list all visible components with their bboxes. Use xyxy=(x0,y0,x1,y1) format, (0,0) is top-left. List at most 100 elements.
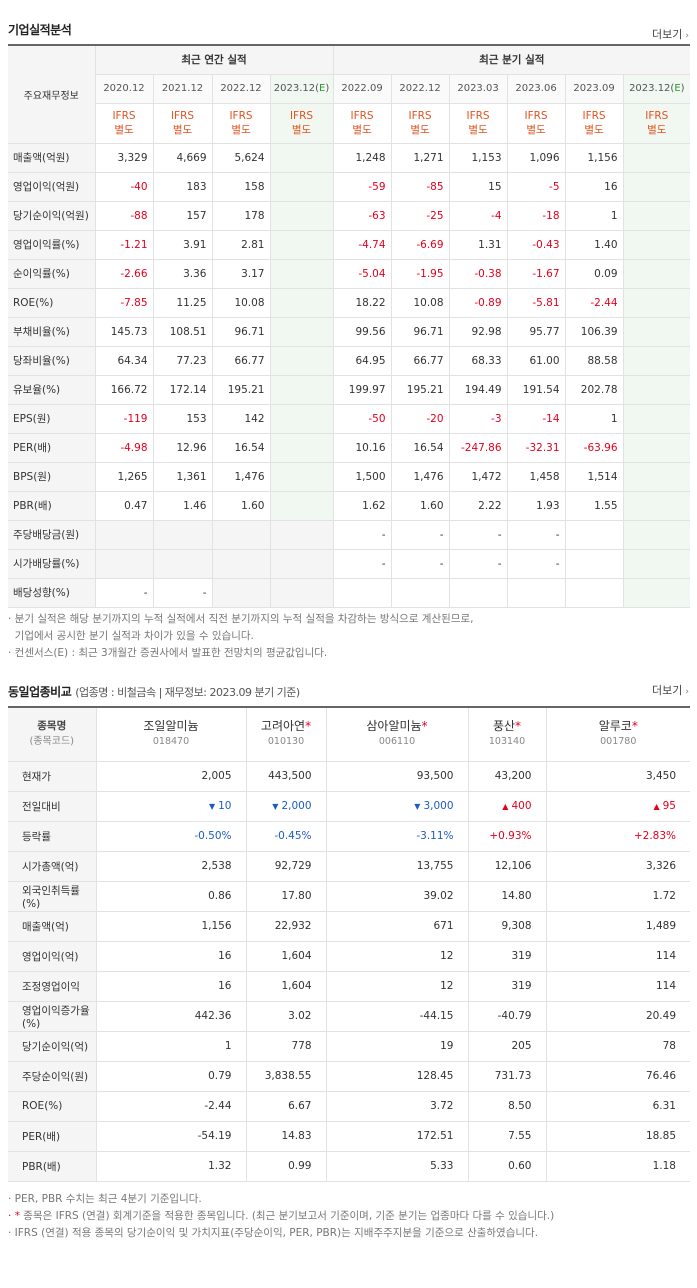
data-cell: 1,248 xyxy=(332,142,392,173)
data-cell xyxy=(622,577,691,608)
peer-table: 종목명 (종목코드) 조일알미늄 018470 고려아연* 010130 삼아알미늄* 006… xyxy=(8,706,690,1182)
ifrs-label: IFRS xyxy=(229,110,253,122)
data-cell xyxy=(332,577,392,608)
data-cell: -63.96 xyxy=(564,432,624,463)
data-cell: 1.32 xyxy=(95,1150,247,1182)
data-cell: 1,458 xyxy=(506,461,566,492)
data-cell: 12.96 xyxy=(152,432,213,463)
peer-subtitle: (업종명 : 비철금속 | 재무정보: 2023.09 분기 기준) xyxy=(75,686,300,699)
company-header[interactable]: 삼아알미늄* 006110 xyxy=(325,706,469,762)
company-header[interactable]: 고려아연* 010130 xyxy=(245,706,327,762)
change-value: 400 xyxy=(511,800,532,812)
data-cell xyxy=(94,548,154,579)
data-cell: 1.40 xyxy=(564,229,624,260)
performance-table: 주요재무정보 최근 연간 실적 최근 분기 실적 2020.12 2021.12 2… xyxy=(8,44,691,608)
data-cell: 76.46 xyxy=(545,1060,690,1092)
data-cell: 6.67 xyxy=(245,1090,327,1122)
data-cell: 10.08 xyxy=(211,287,271,318)
data-cell: -5.81 xyxy=(506,287,566,318)
data-cell: -0.43 xyxy=(506,229,566,260)
data-cell: 1,489 xyxy=(545,910,690,942)
company-name-wrap: 풍산* xyxy=(469,719,546,734)
data-cell: 99.56 xyxy=(332,316,392,347)
triangle-down-icon: ▼ xyxy=(414,802,421,811)
data-cell: 39.02 xyxy=(325,880,469,912)
data-cell: 1,096 xyxy=(506,142,566,173)
data-cell: 13,755 xyxy=(325,850,469,882)
more-link-peer[interactable]: 더보기 › xyxy=(652,682,689,698)
data-cell: +2.83% xyxy=(545,820,690,852)
period-header: 2022.12 xyxy=(211,73,271,104)
data-cell: 8.50 xyxy=(467,1090,547,1122)
data-cell: 0.79 xyxy=(95,1060,247,1092)
data-cell: ▲ 95 xyxy=(545,790,690,822)
data-cell: -5.04 xyxy=(332,258,392,289)
data-cell: -2.44 xyxy=(564,287,624,318)
company-code: 001780 xyxy=(600,736,637,748)
data-cell xyxy=(269,171,334,202)
data-cell: - xyxy=(506,548,566,579)
period-header: 2023.06 xyxy=(506,73,566,104)
data-cell: 1.93 xyxy=(506,490,566,521)
data-cell xyxy=(622,316,691,347)
data-cell xyxy=(622,287,691,318)
period-header: 2021.12 xyxy=(152,73,213,104)
data-cell: 1.18 xyxy=(545,1150,690,1182)
company-name[interactable]: 풍산 xyxy=(492,719,516,734)
data-cell: 205 xyxy=(467,1030,547,1062)
data-cell xyxy=(152,519,213,550)
row-label: 매출액(억원) xyxy=(8,142,96,173)
data-cell xyxy=(622,461,691,492)
data-cell: 16.54 xyxy=(211,432,271,463)
header-code: (종목코드) xyxy=(29,736,75,748)
data-cell: 128.45 xyxy=(325,1060,469,1092)
header-stock-name: 종목명 (종목코드) xyxy=(8,706,97,762)
data-cell: -0.89 xyxy=(448,287,508,318)
data-cell xyxy=(269,316,334,347)
data-cell xyxy=(448,577,508,608)
company-name[interactable]: 조일알미늄 xyxy=(143,719,199,734)
row-label: 영업이익(억원) xyxy=(8,171,96,202)
company-name[interactable]: 고려아연 xyxy=(260,719,306,734)
row-label: 유보율(%) xyxy=(8,374,96,405)
data-cell xyxy=(269,461,334,492)
company-code: 010130 xyxy=(267,736,305,748)
data-cell xyxy=(269,287,334,318)
data-cell: 1 xyxy=(564,200,624,231)
data-cell: -3 xyxy=(448,403,508,434)
row-label: 영업이익(억) xyxy=(8,940,97,972)
company-header[interactable]: 알루코* 001780 xyxy=(545,706,690,762)
data-cell: -85 xyxy=(390,171,450,202)
chevron-right-icon: › xyxy=(685,687,689,697)
data-cell: 22,932 xyxy=(245,910,327,942)
data-cell xyxy=(269,374,334,405)
data-cell: 19 xyxy=(325,1030,469,1062)
data-cell: 5.33 xyxy=(325,1150,469,1182)
notes-peer: · PER, PBR 수치는 최근 4분기 기준입니다. · * 종목은 IFR… xyxy=(8,1191,554,1242)
company-header[interactable]: 조일알미늄 018470 xyxy=(95,706,247,762)
ifrs-label: IFRS xyxy=(582,110,606,122)
company-name-wrap: 삼아알미늄* xyxy=(327,719,468,734)
data-cell xyxy=(622,374,691,405)
header-annual: 최근 연간 실적 xyxy=(94,44,334,75)
table-row: ROE(%) -2.44 6.67 3.72 8.50 6.31 xyxy=(8,1090,690,1122)
data-cell xyxy=(269,258,334,289)
data-cell: 66.77 xyxy=(390,345,450,376)
data-cell xyxy=(622,200,691,231)
data-cell: - xyxy=(332,548,392,579)
data-cell xyxy=(269,548,334,579)
data-cell: 16 xyxy=(564,171,624,202)
more-link-performance[interactable]: 더보기 › xyxy=(652,26,689,42)
ifrs-badge: IFRS 별도 xyxy=(506,102,566,144)
table-row: 주당순이익(원) 0.79 3,838.55 128.45 731.73 76.46 xyxy=(8,1060,690,1092)
row-label: 부채비율(%) xyxy=(8,316,96,347)
table-row: 당기순이익(억) 1 778 19 205 78 xyxy=(8,1030,690,1062)
data-cell: 11.25 xyxy=(152,287,213,318)
company-name[interactable]: 알루코 xyxy=(598,719,632,734)
company-header[interactable]: 풍산* 103140 xyxy=(467,706,547,762)
period-header: 2023.12(E) xyxy=(269,73,334,104)
table-row: 당좌비율(%) 64.34 77.23 66.77 64.95 66.77 68.33 61.… xyxy=(8,345,691,376)
data-cell: 1,271 xyxy=(390,142,450,173)
data-cell: -59 xyxy=(332,171,392,202)
company-name[interactable]: 삼아알미늄 xyxy=(366,719,422,734)
